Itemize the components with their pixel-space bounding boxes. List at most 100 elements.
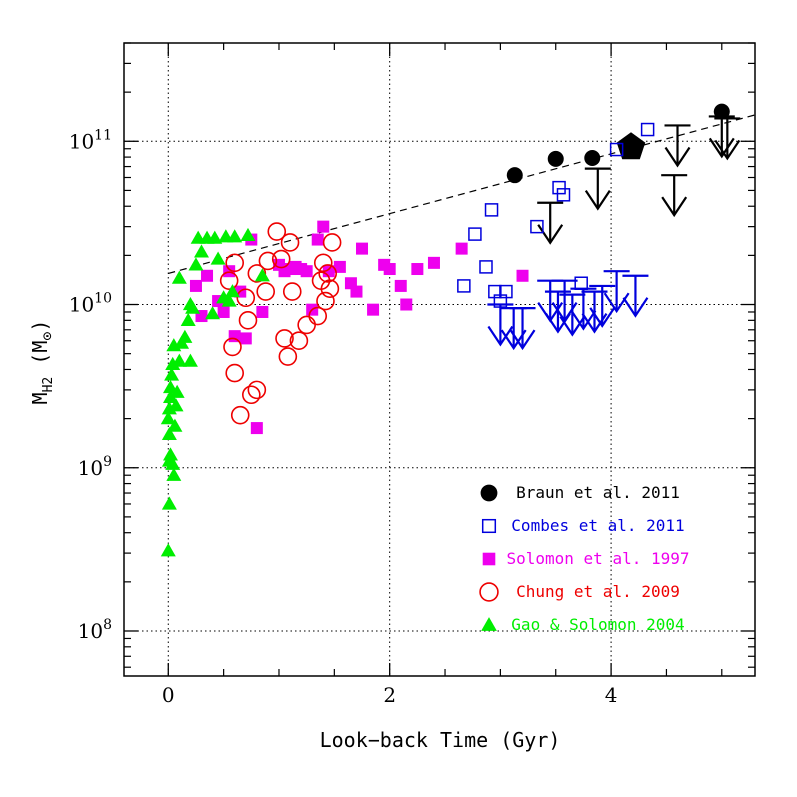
- data-point: [313, 253, 333, 273]
- data-point: [271, 249, 291, 269]
- data-point: [236, 288, 256, 308]
- data-point: [205, 306, 221, 320]
- series-layer: [160, 103, 741, 557]
- data-point: [217, 305, 230, 318]
- data-point: [250, 422, 263, 435]
- series-2: [189, 220, 529, 435]
- data-point: [320, 279, 340, 298]
- fit-line: [168, 114, 755, 275]
- y-axis-title-unit-open: (M: [28, 341, 52, 377]
- data-point: [530, 219, 544, 234]
- data-point: [171, 270, 187, 284]
- data-point: [318, 264, 337, 283]
- data-point: [162, 447, 178, 461]
- x-axis-title: Look−back Time (Gyr): [320, 728, 561, 752]
- legend-label: Chung et al. 2009: [516, 582, 680, 601]
- data-point: [189, 279, 202, 292]
- legend-label: Combes et al. 2011: [511, 516, 684, 535]
- y-axis-title-main: M: [28, 392, 52, 404]
- data-point: [219, 271, 239, 290]
- data-point: [225, 253, 245, 273]
- plot-area: [123, 42, 756, 677]
- data-point: [169, 384, 185, 398]
- data-point: [308, 306, 328, 326]
- data-point: [164, 367, 180, 381]
- data-point: [278, 347, 298, 366]
- y-tick-label: 109: [78, 454, 112, 480]
- data-point: [356, 242, 369, 255]
- data-point: [225, 363, 245, 383]
- series-3: [219, 222, 342, 425]
- data-point: [185, 300, 201, 314]
- data-point: [297, 315, 316, 335]
- data-point: [256, 282, 275, 301]
- data-point: [242, 385, 261, 405]
- x-tick-label: 4: [605, 683, 618, 707]
- grid: [124, 43, 755, 676]
- data-point: [455, 242, 468, 255]
- data-point: [275, 329, 294, 348]
- data-point: [267, 222, 287, 241]
- data-point: [161, 496, 177, 510]
- data-point: [383, 263, 396, 276]
- legend-item: Combes et al. 2011: [481, 516, 685, 535]
- data-point: [171, 353, 187, 367]
- data-point: [609, 142, 624, 157]
- data-point: [223, 265, 236, 278]
- data-point: [394, 279, 407, 292]
- data-point: [180, 312, 196, 326]
- legend-marker: [481, 518, 497, 534]
- y-axis-title-unit-close: ): [28, 320, 52, 332]
- data-point: [238, 311, 258, 330]
- data-point: [160, 543, 176, 557]
- data-point: [322, 233, 342, 252]
- data-point: [230, 405, 250, 425]
- x-tick-label: 0: [162, 683, 175, 707]
- data-point: [210, 251, 226, 265]
- legend-marker: [480, 484, 498, 502]
- data-point: [239, 332, 252, 345]
- x-tick-label: 2: [383, 683, 396, 707]
- data-point: [201, 269, 214, 282]
- data-point: [547, 150, 564, 167]
- data-point: [411, 263, 424, 276]
- data-point: [247, 264, 267, 283]
- data-point: [247, 380, 267, 400]
- legend-marker: [481, 617, 497, 631]
- data-point: [552, 180, 566, 195]
- legend-label: Solomon et al. 1997: [506, 549, 689, 568]
- y-axis-title: MH2 (M⊙): [28, 320, 56, 405]
- tick-labels: 0 2 4 108 109 1010 1011: [69, 127, 618, 707]
- legend-item: Braun et al. 2011: [480, 483, 680, 502]
- data-point: [516, 269, 529, 282]
- data-point: [427, 256, 440, 269]
- data-point: [165, 456, 181, 470]
- legend-label: Gao & Solomon 2004: [511, 615, 684, 634]
- legend: Braun et al. 2011 Combes et al. 2011 Solom…: [479, 483, 690, 634]
- data-point: [300, 265, 313, 278]
- data-point: [182, 353, 198, 367]
- upper-limit-arrow: [559, 293, 586, 337]
- y-tick-label: 108: [78, 617, 112, 643]
- data-point: [574, 276, 588, 290]
- axis-ticks: [124, 42, 755, 676]
- upper-limit-arrow: [664, 124, 691, 168]
- fit-line-layer: [168, 114, 755, 275]
- data-point: [367, 303, 380, 316]
- data-point: [457, 279, 471, 293]
- data-point: [223, 337, 242, 357]
- upper-limit-arrow: [589, 284, 616, 328]
- data-point: [227, 229, 243, 243]
- data-point: [350, 285, 363, 298]
- legend-label: Braun et al. 2011: [516, 483, 680, 502]
- legend-item: Gao & Solomon 2004: [481, 615, 685, 634]
- data-point: [207, 230, 223, 244]
- data-point: [224, 284, 240, 298]
- data-point: [168, 398, 184, 412]
- data-point: [584, 149, 601, 166]
- y-tick-label: 1011: [69, 127, 112, 153]
- data-point: [506, 167, 523, 184]
- data-point: [311, 233, 324, 246]
- upper-limit-arrow: [584, 167, 611, 211]
